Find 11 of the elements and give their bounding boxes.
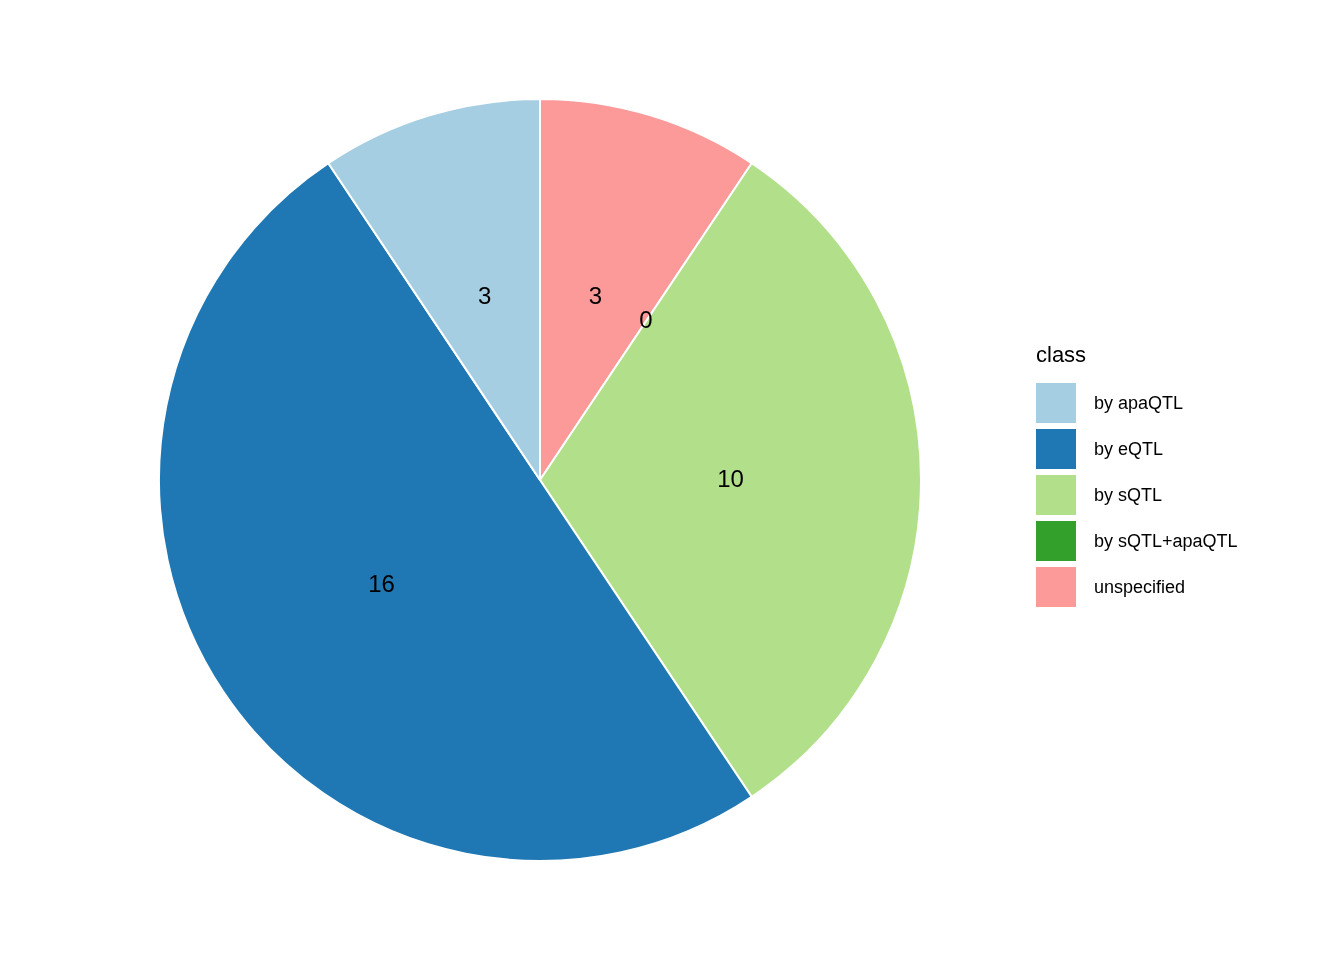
data-label: 3: [478, 282, 492, 310]
legend-label: by apaQTL: [1094, 392, 1184, 414]
legend-label: by sQTL: [1094, 484, 1163, 506]
data-label: 3: [588, 282, 602, 310]
data-label: 16: [368, 570, 395, 598]
legend-label: by eQTL: [1094, 438, 1164, 460]
text: 0: [639, 306, 653, 334]
data-label: 10: [717, 464, 744, 492]
legend-label: by sQTL+apaQTL: [1094, 530, 1238, 552]
legend-label: unspecified: [1094, 576, 1186, 598]
legend-title: class: [1036, 342, 1088, 368]
